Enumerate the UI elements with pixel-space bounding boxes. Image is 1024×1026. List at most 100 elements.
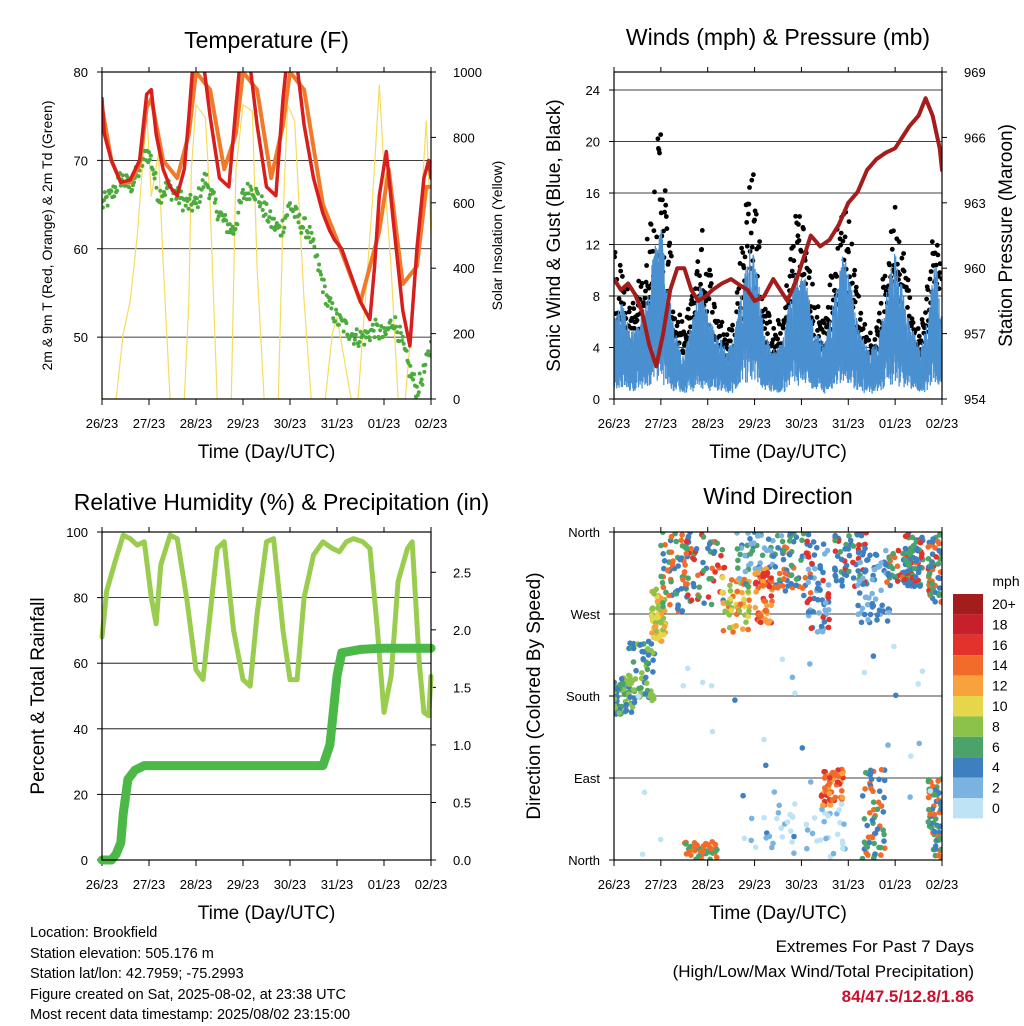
- direction-point: [902, 545, 909, 552]
- chart-title: Wind Direction: [703, 483, 853, 509]
- direction-point: [626, 681, 633, 688]
- direction-point: [761, 736, 767, 743]
- x-tick-label: 27/23: [645, 416, 678, 431]
- direction-point: [904, 532, 911, 539]
- direction-point: [648, 691, 655, 697]
- direction-point: [930, 536, 936, 542]
- direction-point: [654, 598, 661, 605]
- direction-point: [767, 547, 774, 554]
- dewpoint-point: [420, 382, 425, 387]
- direction-point: [678, 537, 685, 544]
- direction-point: [651, 624, 658, 630]
- dewpoint-point: [247, 197, 252, 202]
- direction-point: [874, 612, 881, 618]
- direction-point: [685, 592, 691, 598]
- direction-point: [768, 575, 774, 581]
- direction-point: [815, 580, 821, 587]
- direction-point: [807, 661, 813, 667]
- direction-point: [864, 844, 871, 850]
- gust-point: [910, 320, 916, 325]
- gust-point: [682, 340, 688, 346]
- direction-point: [780, 556, 787, 563]
- direction-point: [860, 549, 867, 556]
- direction-point: [874, 617, 880, 623]
- colorbar-label: 4: [992, 759, 1000, 775]
- dewpoint-point: [216, 214, 221, 219]
- direction-point: [746, 597, 752, 603]
- gust-point: [935, 252, 941, 258]
- gust-point: [929, 239, 935, 245]
- dewpoint-point: [417, 371, 422, 376]
- dewpoint-point: [120, 173, 125, 178]
- gust-point: [685, 306, 691, 312]
- dewpoint-point: [197, 200, 202, 204]
- direction-point: [919, 534, 925, 541]
- direction-point: [789, 674, 796, 681]
- x-tick-label: 30/23: [274, 416, 307, 431]
- direction-point: [823, 835, 829, 842]
- y-tick-label: 16: [586, 186, 600, 201]
- direction-point: [758, 619, 764, 626]
- gust-point: [697, 273, 702, 279]
- gust-point: [724, 342, 729, 347]
- direction-point: [708, 683, 715, 689]
- x-tick-label: 26/23: [598, 416, 631, 431]
- direction-point: [938, 806, 942, 812]
- direction-point: [709, 728, 716, 735]
- direction-point: [786, 551, 793, 558]
- dewpoint-point: [147, 157, 152, 162]
- dewpoint-point: [419, 377, 424, 382]
- gust-point: [718, 323, 724, 329]
- direction-point: [907, 551, 913, 558]
- y-tick-label: 80: [74, 591, 88, 606]
- dewpoint-point: [204, 172, 209, 177]
- direction-point: [779, 538, 786, 545]
- direction-point: [878, 852, 884, 858]
- direction-point: [766, 833, 773, 840]
- gust-point: [740, 250, 746, 255]
- gust-point: [721, 332, 726, 337]
- dewpoint-point: [253, 197, 258, 202]
- direction-point: [700, 567, 707, 574]
- extremes-values: 84/47.5/12.8/1.86: [841, 987, 974, 1006]
- gust-point: [891, 228, 896, 234]
- colorbar-label: 18: [992, 616, 1008, 632]
- y-tick-label: South: [566, 689, 600, 704]
- direction-point: [890, 550, 896, 557]
- dewpoint-point: [398, 331, 403, 335]
- direction-point: [714, 847, 720, 853]
- direction-point: [682, 581, 689, 587]
- direction-point: [839, 583, 846, 589]
- gust-point: [905, 305, 910, 310]
- dewpoint-point: [200, 178, 205, 183]
- dewpoint-point: [296, 220, 301, 225]
- direction-point: [674, 605, 681, 612]
- y2-tick-label: 963: [964, 196, 986, 211]
- dewpoint-point: [299, 230, 304, 235]
- x-tick-label: 26/23: [86, 416, 119, 431]
- direction-point: [931, 811, 938, 818]
- direction-point: [678, 586, 685, 592]
- dewpoint-point: [319, 272, 323, 277]
- colorbar-label: 6: [992, 739, 1000, 755]
- direction-point: [876, 776, 882, 783]
- direction-point: [712, 569, 718, 575]
- dewpoint-point: [258, 201, 263, 206]
- dewpoint-point: [367, 335, 371, 340]
- direction-point: [770, 553, 777, 559]
- x-axis-title: Time (Day/UTC): [198, 442, 336, 463]
- direction-point: [858, 619, 865, 626]
- dewpoint-point: [188, 192, 193, 197]
- gust-point: [881, 284, 887, 290]
- direction-point: [878, 560, 884, 566]
- dewpoint-point: [264, 202, 269, 206]
- direction-point: [821, 818, 827, 825]
- y2-tick-label: 800: [453, 130, 475, 145]
- gust-point: [666, 259, 671, 265]
- gust-point: [742, 254, 748, 260]
- gust-point: [614, 254, 617, 260]
- x-tick-label: 26/23: [598, 877, 631, 892]
- direction-point: [726, 624, 733, 631]
- dewpoint-point: [428, 352, 431, 357]
- winds-pressure-chart: 26/23 27/23 28/23 29/23 30/23 31/23 01/23 02/23…: [544, 24, 1017, 463]
